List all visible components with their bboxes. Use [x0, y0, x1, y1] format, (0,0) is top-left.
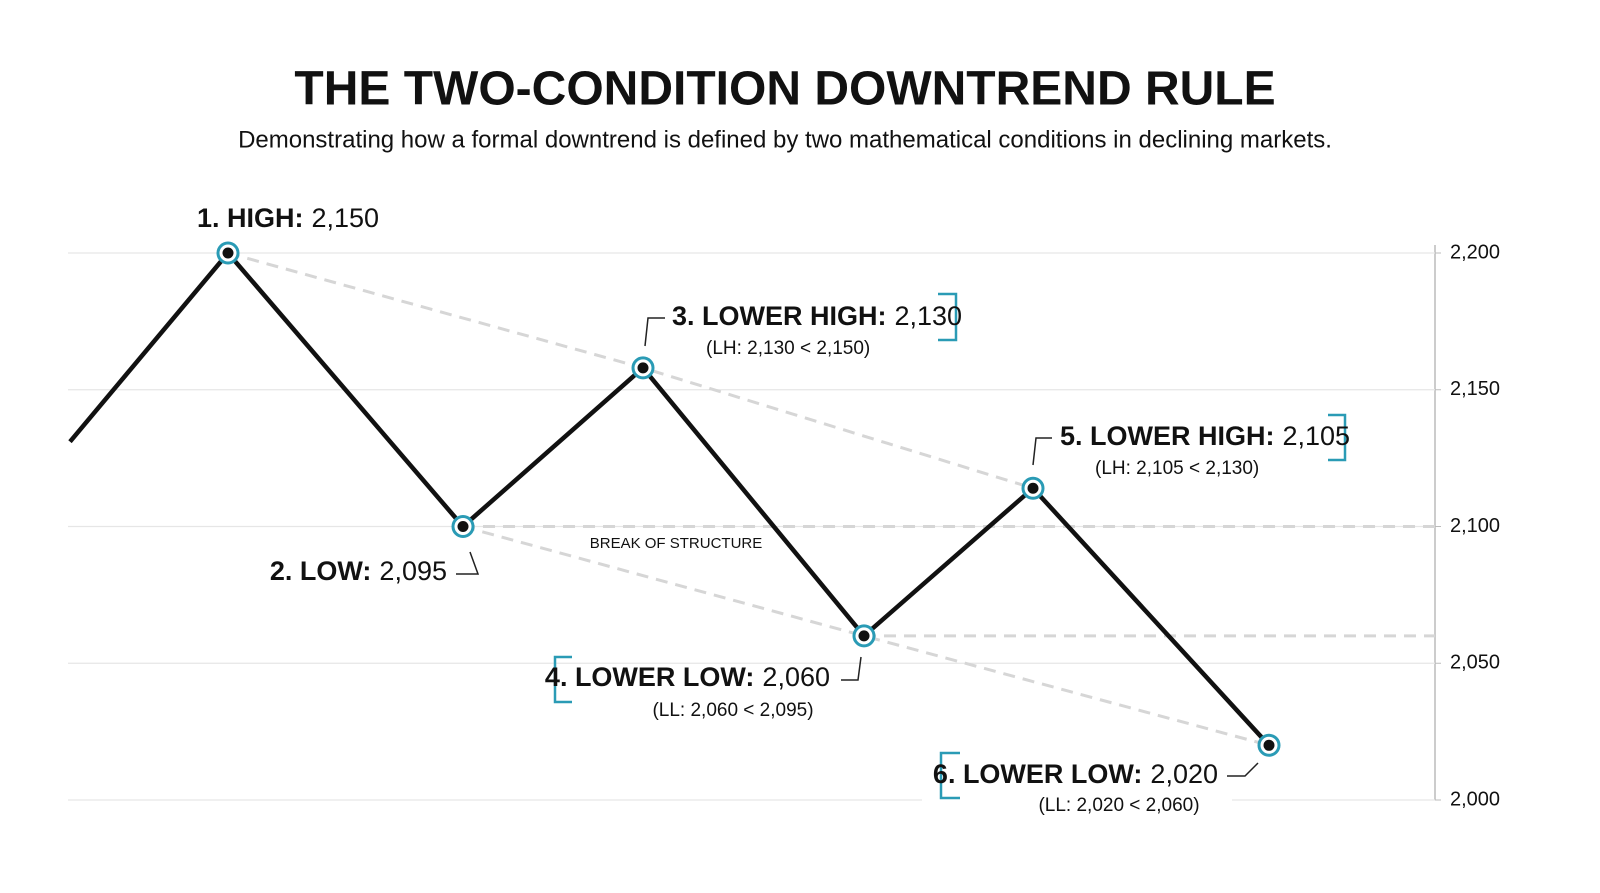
y-tick-label: 2,000 [1450, 788, 1500, 810]
annotation-title: 2. LOW: [270, 556, 372, 586]
y-tick-label: 2,150 [1450, 378, 1500, 400]
annotation-note: (LH: 2,105 < 2,130) [1095, 458, 1259, 479]
point-dot [1263, 739, 1275, 751]
bracket [1328, 413, 1347, 462]
leader-line [644, 317, 665, 347]
annotation-label: 5. LOWER HIGH: 2,105 [1060, 421, 1350, 451]
break-label: BREAK OF STRUCTURE [590, 535, 763, 552]
annotation-value: 2,020 [1150, 759, 1218, 789]
bracket [939, 751, 960, 800]
point-dot [222, 247, 234, 259]
point-dot [637, 362, 649, 374]
annotation-label: 2. LOW: 2,095 [270, 556, 447, 586]
annotation-title: 5. LOWER HIGH: [1060, 421, 1275, 451]
annotation-title: 6. LOWER LOW: [933, 759, 1143, 789]
point-dot [1027, 482, 1039, 494]
chart-title: THE TWO-CONDITION DOWNTREND RULE [294, 63, 1275, 116]
y-tick-label: 2,100 [1450, 515, 1500, 537]
annotation-label: 3. LOWER HIGH: 2,130 [672, 301, 962, 331]
point-dot [858, 630, 870, 642]
annotation-value: 2,060 [762, 662, 830, 692]
leader-line [1032, 437, 1052, 466]
chart-subtitle: Demonstrating how a formal downtrend is … [238, 126, 1332, 153]
y-tick-label: 2,050 [1450, 652, 1500, 674]
annotation-value: 2,150 [311, 203, 379, 233]
bracket [553, 655, 572, 704]
annotation-value: 2,095 [379, 556, 447, 586]
leader-line [456, 551, 480, 575]
bracket [938, 292, 958, 342]
annotation-value: 2,130 [895, 301, 963, 331]
annotation-value: 2,105 [1283, 421, 1351, 451]
leader-line [1227, 762, 1259, 777]
annotation-title: 4. LOWER LOW: [545, 662, 755, 692]
y-tick-label: 2,200 [1450, 241, 1500, 263]
annotation-label: 4. LOWER LOW: 2,060 [545, 662, 830, 692]
annotation-note: (LL: 2,020 < 2,060) [1038, 795, 1199, 816]
point-dot [457, 521, 469, 532]
annotation-label: 6. LOWER LOW: 2,020 [933, 759, 1218, 789]
annotation-note: (LH: 2,130 < 2,150) [706, 338, 870, 359]
label-backdrop [922, 752, 1232, 827]
annotation-note: (LL: 2,060 < 2,095) [652, 700, 813, 721]
trend-line [227, 251, 1034, 490]
annotation-label: 1. HIGH: 2,150 [197, 203, 379, 233]
annotation-title: 1. HIGH: [197, 203, 304, 233]
annotation-title: 3. LOWER HIGH: [672, 301, 887, 331]
leader-line [841, 656, 862, 681]
